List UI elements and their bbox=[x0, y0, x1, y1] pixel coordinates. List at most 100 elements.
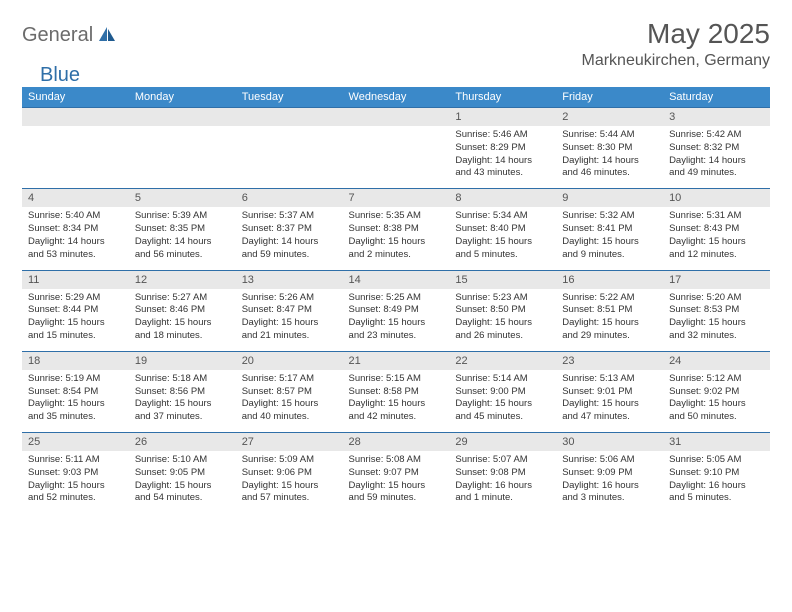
day-number-empty bbox=[343, 108, 450, 126]
day-info: Sunrise: 5:22 AMSunset: 8:51 PMDaylight:… bbox=[556, 289, 663, 351]
day-cell: 12Sunrise: 5:27 AMSunset: 8:46 PMDayligh… bbox=[129, 270, 236, 351]
calendar-table: Sunday Monday Tuesday Wednesday Thursday… bbox=[22, 87, 770, 513]
day-info: Sunrise: 5:27 AMSunset: 8:46 PMDaylight:… bbox=[129, 289, 236, 351]
day-number: 4 bbox=[22, 189, 129, 207]
day-number: 24 bbox=[663, 352, 770, 370]
day-cell: 3Sunrise: 5:42 AMSunset: 8:32 PMDaylight… bbox=[663, 108, 770, 189]
day-cell: 4Sunrise: 5:40 AMSunset: 8:34 PMDaylight… bbox=[22, 189, 129, 270]
day-cell bbox=[343, 108, 450, 189]
day-info: Sunrise: 5:11 AMSunset: 9:03 PMDaylight:… bbox=[22, 451, 129, 513]
logo-text-general: General bbox=[22, 24, 93, 47]
day-number: 13 bbox=[236, 271, 343, 289]
day-cell: 26Sunrise: 5:10 AMSunset: 9:05 PMDayligh… bbox=[129, 433, 236, 514]
day-cell: 20Sunrise: 5:17 AMSunset: 8:57 PMDayligh… bbox=[236, 351, 343, 432]
day-cell: 13Sunrise: 5:26 AMSunset: 8:47 PMDayligh… bbox=[236, 270, 343, 351]
day-info: Sunrise: 5:09 AMSunset: 9:06 PMDaylight:… bbox=[236, 451, 343, 513]
location: Markneukirchen, Germany bbox=[581, 52, 770, 70]
day-number: 20 bbox=[236, 352, 343, 370]
dow-tuesday: Tuesday bbox=[236, 87, 343, 108]
day-cell: 27Sunrise: 5:09 AMSunset: 9:06 PMDayligh… bbox=[236, 433, 343, 514]
day-info: Sunrise: 5:13 AMSunset: 9:01 PMDaylight:… bbox=[556, 370, 663, 432]
day-cell bbox=[129, 108, 236, 189]
day-cell: 22Sunrise: 5:14 AMSunset: 9:00 PMDayligh… bbox=[449, 351, 556, 432]
day-info: Sunrise: 5:29 AMSunset: 8:44 PMDaylight:… bbox=[22, 289, 129, 351]
table-row: 18Sunrise: 5:19 AMSunset: 8:54 PMDayligh… bbox=[22, 351, 770, 432]
day-number: 21 bbox=[343, 352, 450, 370]
day-cell: 21Sunrise: 5:15 AMSunset: 8:58 PMDayligh… bbox=[343, 351, 450, 432]
day-of-week-row: Sunday Monday Tuesday Wednesday Thursday… bbox=[22, 87, 770, 108]
day-number: 25 bbox=[22, 433, 129, 451]
day-cell: 28Sunrise: 5:08 AMSunset: 9:07 PMDayligh… bbox=[343, 433, 450, 514]
day-info: Sunrise: 5:14 AMSunset: 9:00 PMDaylight:… bbox=[449, 370, 556, 432]
day-number: 17 bbox=[663, 271, 770, 289]
day-number: 9 bbox=[556, 189, 663, 207]
logo: General bbox=[22, 18, 119, 47]
day-info: Sunrise: 5:37 AMSunset: 8:37 PMDaylight:… bbox=[236, 207, 343, 269]
day-number: 22 bbox=[449, 352, 556, 370]
day-info-empty bbox=[236, 126, 343, 188]
day-info: Sunrise: 5:31 AMSunset: 8:43 PMDaylight:… bbox=[663, 207, 770, 269]
day-cell: 16Sunrise: 5:22 AMSunset: 8:51 PMDayligh… bbox=[556, 270, 663, 351]
day-number: 12 bbox=[129, 271, 236, 289]
dow-wednesday: Wednesday bbox=[343, 87, 450, 108]
day-info: Sunrise: 5:06 AMSunset: 9:09 PMDaylight:… bbox=[556, 451, 663, 513]
table-row: 25Sunrise: 5:11 AMSunset: 9:03 PMDayligh… bbox=[22, 433, 770, 514]
day-cell bbox=[22, 108, 129, 189]
day-info: Sunrise: 5:32 AMSunset: 8:41 PMDaylight:… bbox=[556, 207, 663, 269]
day-number: 14 bbox=[343, 271, 450, 289]
day-number: 10 bbox=[663, 189, 770, 207]
day-info: Sunrise: 5:42 AMSunset: 8:32 PMDaylight:… bbox=[663, 126, 770, 188]
day-number: 6 bbox=[236, 189, 343, 207]
day-number: 7 bbox=[343, 189, 450, 207]
day-number: 27 bbox=[236, 433, 343, 451]
day-info: Sunrise: 5:39 AMSunset: 8:35 PMDaylight:… bbox=[129, 207, 236, 269]
day-cell bbox=[236, 108, 343, 189]
day-cell: 23Sunrise: 5:13 AMSunset: 9:01 PMDayligh… bbox=[556, 351, 663, 432]
day-number: 19 bbox=[129, 352, 236, 370]
day-cell: 1Sunrise: 5:46 AMSunset: 8:29 PMDaylight… bbox=[449, 108, 556, 189]
day-number: 5 bbox=[129, 189, 236, 207]
day-info: Sunrise: 5:34 AMSunset: 8:40 PMDaylight:… bbox=[449, 207, 556, 269]
day-number-empty bbox=[129, 108, 236, 126]
day-info: Sunrise: 5:19 AMSunset: 8:54 PMDaylight:… bbox=[22, 370, 129, 432]
day-cell: 30Sunrise: 5:06 AMSunset: 9:09 PMDayligh… bbox=[556, 433, 663, 514]
day-info: Sunrise: 5:20 AMSunset: 8:53 PMDaylight:… bbox=[663, 289, 770, 351]
day-info: Sunrise: 5:10 AMSunset: 9:05 PMDaylight:… bbox=[129, 451, 236, 513]
day-number-empty bbox=[236, 108, 343, 126]
day-number: 1 bbox=[449, 108, 556, 126]
day-info-empty bbox=[22, 126, 129, 188]
day-cell: 7Sunrise: 5:35 AMSunset: 8:38 PMDaylight… bbox=[343, 189, 450, 270]
day-info: Sunrise: 5:05 AMSunset: 9:10 PMDaylight:… bbox=[663, 451, 770, 513]
day-number: 30 bbox=[556, 433, 663, 451]
table-row: 11Sunrise: 5:29 AMSunset: 8:44 PMDayligh… bbox=[22, 270, 770, 351]
day-cell: 15Sunrise: 5:23 AMSunset: 8:50 PMDayligh… bbox=[449, 270, 556, 351]
dow-friday: Friday bbox=[556, 87, 663, 108]
day-info: Sunrise: 5:18 AMSunset: 8:56 PMDaylight:… bbox=[129, 370, 236, 432]
day-info: Sunrise: 5:26 AMSunset: 8:47 PMDaylight:… bbox=[236, 289, 343, 351]
day-info: Sunrise: 5:40 AMSunset: 8:34 PMDaylight:… bbox=[22, 207, 129, 269]
day-info: Sunrise: 5:12 AMSunset: 9:02 PMDaylight:… bbox=[663, 370, 770, 432]
dow-monday: Monday bbox=[129, 87, 236, 108]
day-number: 3 bbox=[663, 108, 770, 126]
day-cell: 5Sunrise: 5:39 AMSunset: 8:35 PMDaylight… bbox=[129, 189, 236, 270]
day-cell: 2Sunrise: 5:44 AMSunset: 8:30 PMDaylight… bbox=[556, 108, 663, 189]
day-cell: 24Sunrise: 5:12 AMSunset: 9:02 PMDayligh… bbox=[663, 351, 770, 432]
day-cell: 25Sunrise: 5:11 AMSunset: 9:03 PMDayligh… bbox=[22, 433, 129, 514]
day-number: 28 bbox=[343, 433, 450, 451]
day-info: Sunrise: 5:25 AMSunset: 8:49 PMDaylight:… bbox=[343, 289, 450, 351]
day-cell: 14Sunrise: 5:25 AMSunset: 8:49 PMDayligh… bbox=[343, 270, 450, 351]
day-number: 2 bbox=[556, 108, 663, 126]
day-info: Sunrise: 5:15 AMSunset: 8:58 PMDaylight:… bbox=[343, 370, 450, 432]
day-cell: 9Sunrise: 5:32 AMSunset: 8:41 PMDaylight… bbox=[556, 189, 663, 270]
day-number: 29 bbox=[449, 433, 556, 451]
day-info: Sunrise: 5:35 AMSunset: 8:38 PMDaylight:… bbox=[343, 207, 450, 269]
table-row: 1Sunrise: 5:46 AMSunset: 8:29 PMDaylight… bbox=[22, 108, 770, 189]
day-number: 16 bbox=[556, 271, 663, 289]
day-info: Sunrise: 5:23 AMSunset: 8:50 PMDaylight:… bbox=[449, 289, 556, 351]
day-number: 31 bbox=[663, 433, 770, 451]
day-number: 23 bbox=[556, 352, 663, 370]
day-cell: 29Sunrise: 5:07 AMSunset: 9:08 PMDayligh… bbox=[449, 433, 556, 514]
day-info: Sunrise: 5:07 AMSunset: 9:08 PMDaylight:… bbox=[449, 451, 556, 513]
day-info: Sunrise: 5:44 AMSunset: 8:30 PMDaylight:… bbox=[556, 126, 663, 188]
logo-sail-icon bbox=[97, 25, 117, 46]
